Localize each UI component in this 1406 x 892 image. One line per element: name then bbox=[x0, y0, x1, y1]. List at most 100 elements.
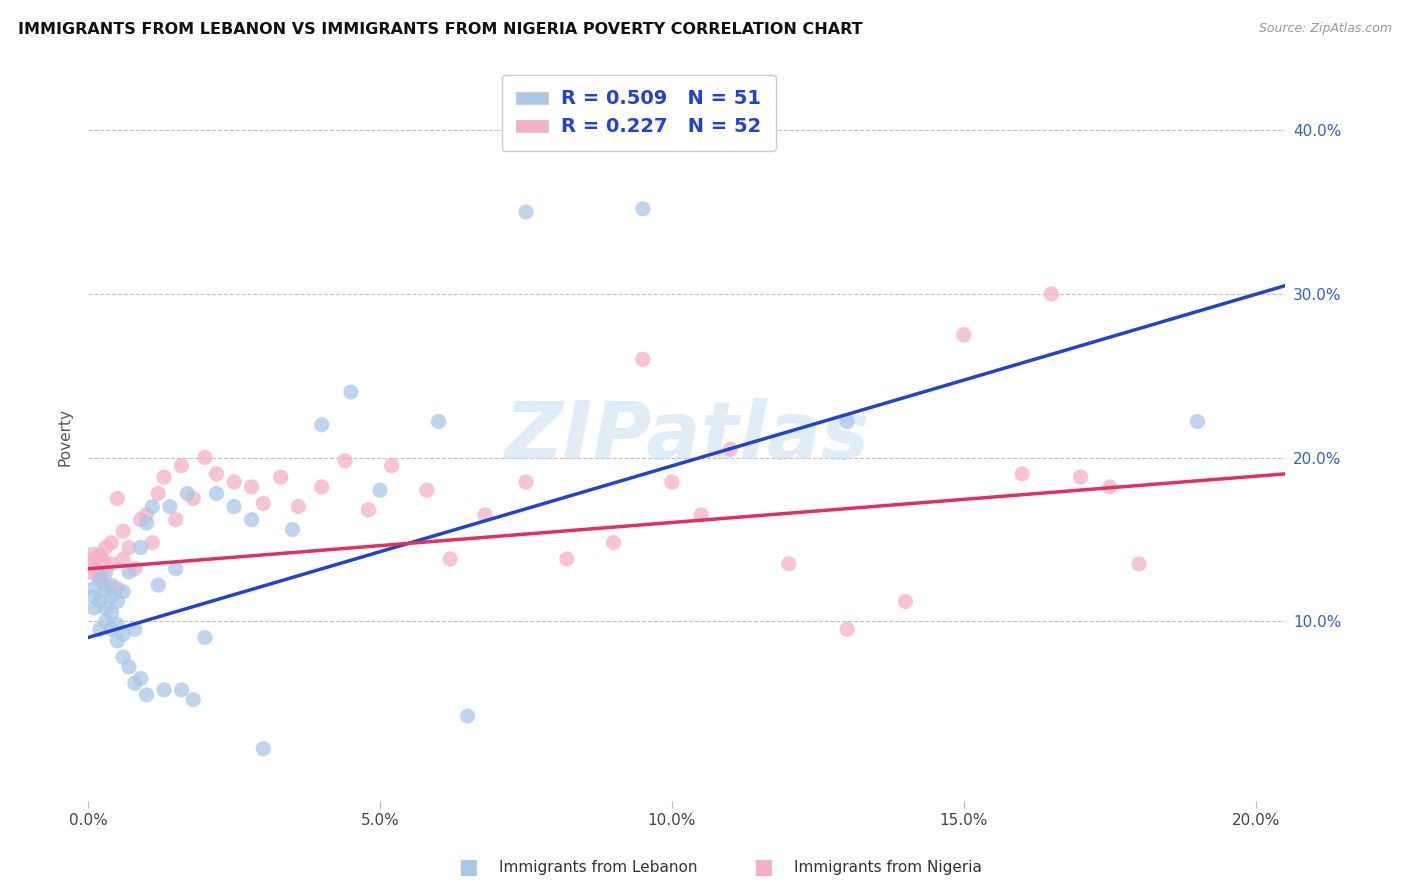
Point bbox=[129, 513, 152, 527]
Point bbox=[83, 562, 105, 576]
Point bbox=[368, 483, 391, 498]
Point bbox=[181, 692, 204, 706]
Point bbox=[252, 741, 274, 756]
Point bbox=[311, 480, 333, 494]
Point bbox=[205, 486, 228, 500]
Text: Immigrants from Nigeria: Immigrants from Nigeria bbox=[794, 861, 983, 875]
Point bbox=[1070, 470, 1092, 484]
Point bbox=[439, 552, 461, 566]
Point bbox=[515, 475, 537, 489]
Point bbox=[240, 480, 263, 494]
Point bbox=[555, 552, 578, 566]
Point bbox=[105, 582, 128, 596]
Point bbox=[176, 486, 198, 500]
Point bbox=[105, 633, 128, 648]
Point bbox=[83, 557, 105, 571]
Point bbox=[311, 417, 333, 432]
Legend: R = 0.509   N = 51, R = 0.227   N = 52: R = 0.509 N = 51, R = 0.227 N = 52 bbox=[502, 75, 776, 151]
Point bbox=[778, 557, 800, 571]
Point bbox=[181, 491, 204, 506]
Point bbox=[118, 565, 141, 579]
Point bbox=[141, 535, 163, 549]
Text: Source: ZipAtlas.com: Source: ZipAtlas.com bbox=[1258, 22, 1392, 36]
Point bbox=[94, 584, 117, 599]
Point bbox=[457, 709, 479, 723]
Point bbox=[100, 557, 122, 571]
Point bbox=[100, 606, 122, 620]
Point bbox=[100, 578, 122, 592]
Point bbox=[340, 385, 363, 400]
Point bbox=[148, 486, 170, 500]
Point bbox=[205, 467, 228, 481]
Point bbox=[89, 568, 111, 582]
Point bbox=[135, 688, 157, 702]
Point bbox=[94, 565, 117, 579]
Point bbox=[718, 442, 741, 457]
Text: ■: ■ bbox=[754, 857, 773, 877]
Point bbox=[124, 562, 146, 576]
Point bbox=[287, 500, 309, 514]
Point bbox=[118, 541, 141, 555]
Point bbox=[159, 500, 181, 514]
Y-axis label: Poverty: Poverty bbox=[58, 408, 72, 466]
Point bbox=[835, 623, 858, 637]
Text: Immigrants from Lebanon: Immigrants from Lebanon bbox=[499, 861, 697, 875]
Point bbox=[170, 682, 193, 697]
Point bbox=[631, 352, 654, 367]
Point bbox=[112, 650, 135, 665]
Point bbox=[94, 601, 117, 615]
Point bbox=[105, 594, 128, 608]
Point bbox=[94, 614, 117, 628]
Point bbox=[165, 562, 187, 576]
Point bbox=[135, 508, 157, 522]
Point bbox=[153, 682, 176, 697]
Point bbox=[224, 475, 246, 489]
Point bbox=[100, 535, 122, 549]
Point bbox=[474, 508, 496, 522]
Point bbox=[124, 623, 146, 637]
Point bbox=[194, 450, 217, 465]
Point bbox=[105, 491, 128, 506]
Point bbox=[105, 617, 128, 632]
Point bbox=[89, 549, 111, 563]
Point bbox=[690, 508, 713, 522]
Point bbox=[89, 573, 111, 587]
Point bbox=[252, 496, 274, 510]
Point bbox=[1098, 480, 1121, 494]
Point bbox=[112, 524, 135, 538]
Text: IMMIGRANTS FROM LEBANON VS IMMIGRANTS FROM NIGERIA POVERTY CORRELATION CHART: IMMIGRANTS FROM LEBANON VS IMMIGRANTS FR… bbox=[18, 22, 863, 37]
Point bbox=[333, 454, 356, 468]
Point bbox=[83, 552, 105, 566]
Point bbox=[224, 500, 246, 514]
Point bbox=[427, 415, 450, 429]
Point bbox=[83, 601, 105, 615]
Point bbox=[129, 541, 152, 555]
Point bbox=[661, 475, 683, 489]
Point bbox=[835, 415, 858, 429]
Point bbox=[141, 500, 163, 514]
Point bbox=[1040, 286, 1063, 301]
Point bbox=[240, 513, 263, 527]
Point bbox=[94, 541, 117, 555]
Point bbox=[602, 535, 624, 549]
Point bbox=[89, 594, 111, 608]
Point bbox=[100, 590, 122, 604]
Point bbox=[100, 623, 122, 637]
Point bbox=[129, 672, 152, 686]
Point bbox=[89, 623, 111, 637]
Point bbox=[112, 584, 135, 599]
Point bbox=[94, 578, 117, 592]
Point bbox=[135, 516, 157, 530]
Point bbox=[83, 590, 105, 604]
Point bbox=[118, 660, 141, 674]
Point bbox=[1187, 415, 1209, 429]
Point bbox=[194, 631, 217, 645]
Point bbox=[357, 503, 380, 517]
Point bbox=[631, 202, 654, 216]
Point bbox=[270, 470, 292, 484]
Point bbox=[153, 470, 176, 484]
Point bbox=[281, 523, 304, 537]
Point bbox=[953, 327, 976, 342]
Point bbox=[894, 594, 917, 608]
Point bbox=[381, 458, 404, 473]
